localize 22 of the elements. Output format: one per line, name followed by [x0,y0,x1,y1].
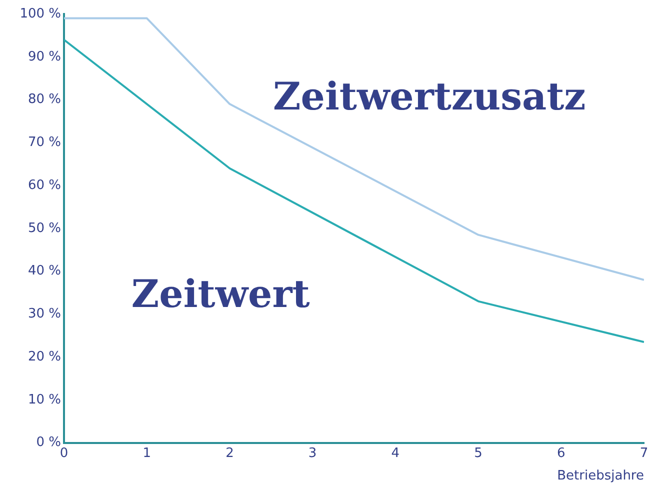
x-tick-label: 0 [60,446,68,461]
x-tick-label: 1 [142,446,151,461]
series-label: Zeitwertzusatz [273,74,586,119]
series-label: Zeitwert [131,270,310,316]
x-tick-label: 7 [640,446,648,461]
y-tick-label: 20 % [28,349,61,364]
x-tick-label: 2 [226,446,234,461]
y-tick-label: 30 % [28,306,61,322]
y-tick-label: 90 % [28,49,61,64]
x-tick-label: 3 [308,446,317,461]
x-tick-label: 6 [557,446,566,461]
x-axis-title: Betriebsjahre [557,468,644,484]
y-tick-label: 50 % [28,220,61,236]
y-tick-label: 60 % [28,178,61,193]
x-tick-label: 4 [391,446,400,461]
x-tick-label: 5 [474,446,482,461]
y-tick-label: 40 % [28,264,61,279]
y-tick-label: 80 % [28,92,61,108]
y-tick-label: 100 % [20,6,61,22]
y-tick-label: 70 % [28,135,61,150]
y-tick-label: 10 % [28,392,61,408]
y-tick-label: 0 % [36,435,61,450]
